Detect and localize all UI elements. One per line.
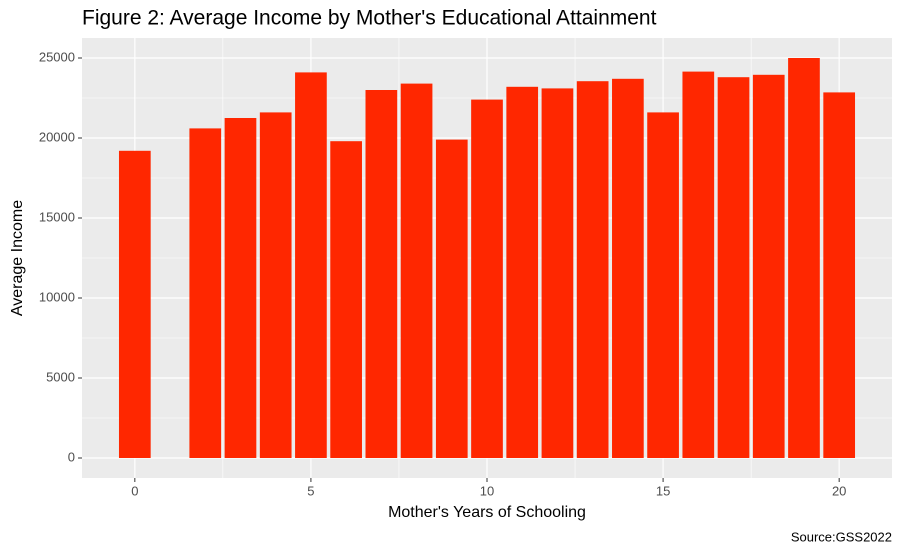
x-tick-label: 0 (131, 483, 138, 498)
caption: Source:GSS2022 (791, 529, 892, 544)
bar (259, 112, 292, 459)
bar (330, 141, 362, 458)
bar (717, 77, 750, 458)
bar (541, 88, 574, 459)
x-tick-label: 15 (656, 483, 670, 498)
bar (118, 150, 151, 459)
bar (823, 92, 856, 459)
chart-title: Figure 2: Average Income by Mother's Edu… (82, 7, 657, 30)
bar (506, 86, 539, 459)
bar (224, 118, 257, 458)
y-axis-label: Average Income (9, 200, 26, 316)
bar (647, 112, 679, 459)
bar (612, 78, 644, 459)
bar (471, 99, 503, 458)
bar (365, 90, 398, 458)
y-tick-label: 20000 (39, 129, 75, 144)
x-tick-label: 10 (480, 483, 494, 498)
x-tick-label: 20 (832, 483, 846, 498)
bar (576, 81, 609, 458)
bar (788, 58, 820, 458)
bar (752, 74, 785, 459)
y-tick-label: 25000 (39, 49, 75, 64)
y-tick-label: 10000 (39, 289, 75, 304)
bar (295, 72, 327, 459)
y-tick-label: 15000 (39, 209, 75, 224)
bar (435, 139, 468, 458)
y-tick-label: 5000 (46, 369, 75, 384)
y-tick-label: 0 (68, 449, 75, 464)
bar (400, 83, 433, 458)
x-tick-label: 5 (307, 483, 314, 498)
bar (682, 71, 715, 458)
x-axis-label: Mother's Years of Schooling (388, 504, 586, 521)
bar (189, 128, 222, 458)
